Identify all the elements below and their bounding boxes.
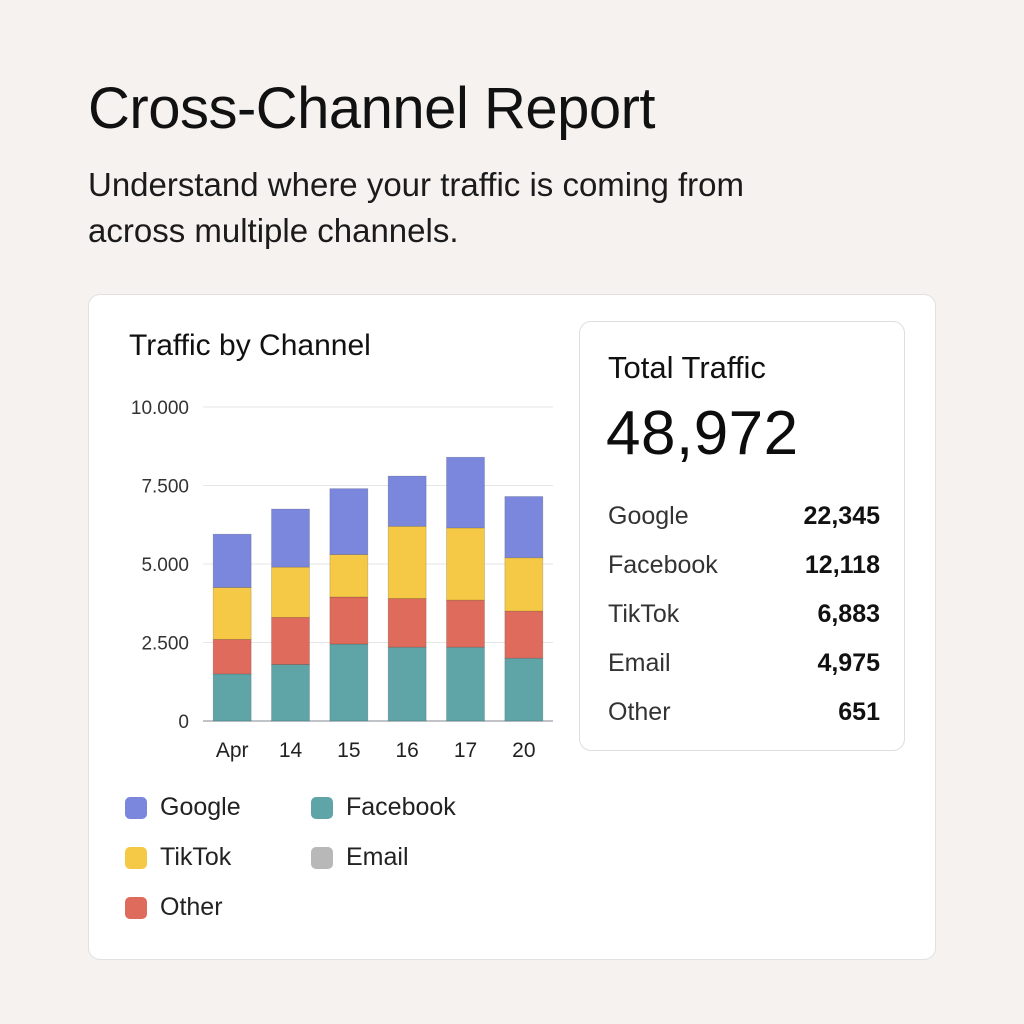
bar-segment-other xyxy=(329,596,369,645)
channel-breakdown: Google 22,345 Facebook 12,118 TikTok 6,8… xyxy=(608,492,880,737)
traffic-chart: 10.000 7.500 5.000 2.500 0 Apr 14 15 16 17 20 xyxy=(131,398,553,762)
breakdown-value: 6,883 xyxy=(817,600,880,628)
breakdown-row-google: Google 22,345 xyxy=(608,492,880,541)
x-tick-label: 14 xyxy=(279,739,303,762)
legend-swatch-facebook xyxy=(311,796,333,819)
x-tick-label: 15 xyxy=(337,739,360,762)
x-tick-label: Apr xyxy=(216,739,249,762)
breakdown-value: 22,345 xyxy=(803,502,880,530)
bar-segment-tiktok xyxy=(504,557,544,612)
legend-item-facebook[interactable]: Facebook xyxy=(311,793,456,822)
legend-item-email[interactable]: Email xyxy=(311,843,409,872)
bar-segment-facebook xyxy=(212,673,252,722)
y-tick-label: 10.000 xyxy=(131,398,189,419)
y-tick-label: 5.000 xyxy=(141,555,189,576)
page-subtitle: Understand where your traffic is coming … xyxy=(88,166,744,249)
x-tick-label: 16 xyxy=(395,739,418,762)
legend-swatch-other xyxy=(125,896,147,919)
y-tick-label: 7.500 xyxy=(141,477,189,498)
bar-segment-other xyxy=(271,616,310,665)
total-traffic-value: 48,972 xyxy=(606,399,799,468)
breakdown-name: TikTok xyxy=(608,600,680,628)
legend-item-tiktok[interactable]: TikTok xyxy=(125,843,231,872)
total-traffic-label: Total Traffic xyxy=(608,350,766,385)
bar-segment-facebook xyxy=(446,646,485,722)
x-tick-label: 20 xyxy=(512,739,535,762)
bar-segment-google xyxy=(387,475,427,527)
legend-label-google: Google xyxy=(160,793,241,821)
bar-segment-facebook xyxy=(504,657,544,722)
total-traffic-panel: Total Traffic 48,972 Google 22,345 Faceb… xyxy=(579,321,905,751)
bar-segment-tiktok xyxy=(387,525,427,599)
breakdown-name: Email xyxy=(608,649,671,677)
bar-segment-google xyxy=(212,533,252,588)
bar-segment-tiktok xyxy=(446,527,485,601)
y-tick-label: 2.500 xyxy=(141,634,189,655)
breakdown-name: Google xyxy=(608,502,689,530)
legend-swatch-google xyxy=(125,796,147,819)
breakdown-row-email: Email 4,975 xyxy=(608,639,880,688)
legend-label-tiktok: TikTok xyxy=(160,843,232,871)
bar-segment-other xyxy=(446,599,485,648)
bar-segment-facebook xyxy=(271,664,310,722)
bar-segment-facebook xyxy=(329,643,369,722)
bar-segment-tiktok xyxy=(271,566,310,618)
bar-segment-google xyxy=(504,496,544,559)
legend-label-email: Email xyxy=(346,843,409,871)
x-tick-label: 17 xyxy=(454,739,477,762)
bar-segment-facebook xyxy=(387,646,427,722)
report-card: Traffic by Channel 10.000 7.500 5.000 2.500… xyxy=(88,294,936,960)
legend-swatch-tiktok xyxy=(125,846,147,869)
breakdown-value: 4,975 xyxy=(817,649,880,677)
bar-segment-tiktok xyxy=(212,587,252,640)
bar-segment-other xyxy=(212,638,252,675)
breakdown-name: Facebook xyxy=(608,551,718,579)
legend-label-facebook: Facebook xyxy=(346,793,456,821)
breakdown-row-facebook: Facebook 12,118 xyxy=(608,541,880,590)
breakdown-value: 12,118 xyxy=(804,551,880,579)
bar-segment-other xyxy=(504,610,544,659)
legend-swatch-email xyxy=(311,846,333,869)
breakdown-value: 651 xyxy=(838,698,880,726)
bar-segment-tiktok xyxy=(329,554,369,598)
page-title: Cross-Channel Report xyxy=(88,76,656,141)
breakdown-row-tiktok: TikTok 6,883 xyxy=(608,590,880,639)
legend-item-other[interactable]: Other xyxy=(125,893,223,922)
y-tick-label: 0 xyxy=(178,712,189,733)
breakdown-row-other: Other 651 xyxy=(608,688,880,737)
bar-segment-google xyxy=(271,508,310,568)
legend-item-google[interactable]: Google xyxy=(125,793,241,822)
legend-label-other: Other xyxy=(160,893,223,921)
breakdown-name: Other xyxy=(608,698,671,726)
bar-segment-google xyxy=(446,456,485,529)
chart-title: Traffic by Channel xyxy=(129,329,371,362)
bar-segment-google xyxy=(329,488,369,555)
bar-segment-other xyxy=(387,598,427,648)
